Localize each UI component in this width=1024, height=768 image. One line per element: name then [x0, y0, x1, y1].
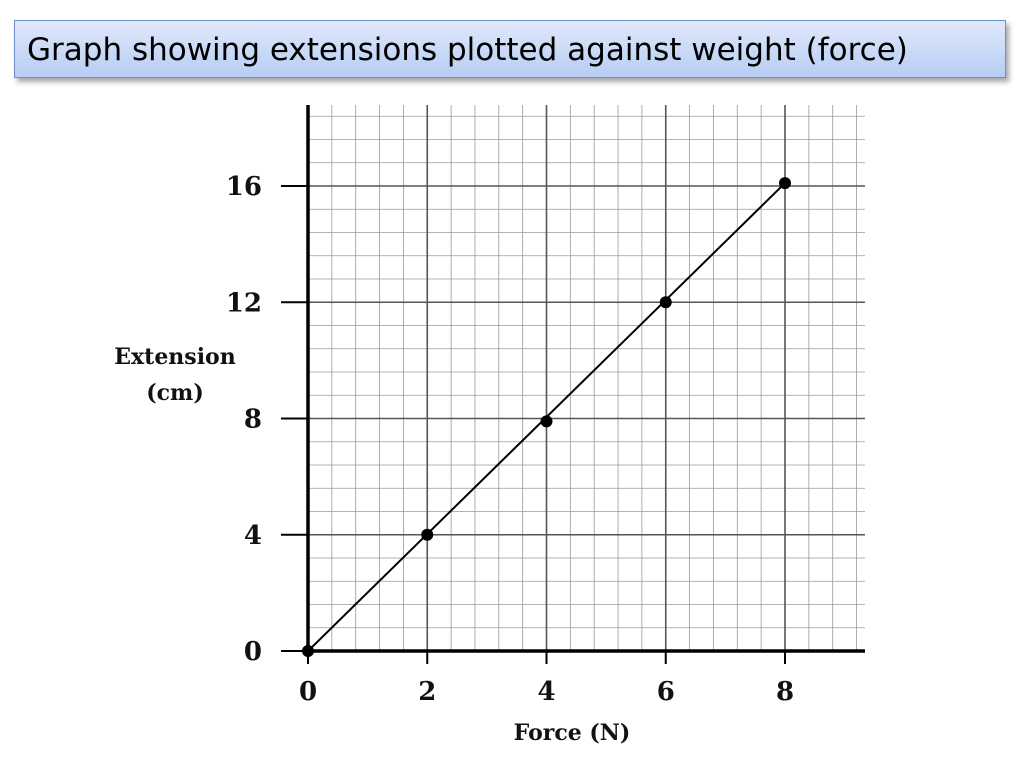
data-point	[659, 296, 672, 309]
data-point	[779, 177, 791, 190]
x-tick-label: 2	[418, 677, 436, 707]
data-point	[302, 645, 314, 657]
y-axis-title-line1: Extension	[114, 344, 235, 370]
y-tick-label: 12	[226, 288, 262, 318]
x-tick-label: 0	[299, 677, 317, 707]
axes	[306, 105, 865, 653]
minor-gridlines	[308, 105, 865, 651]
title-banner: Graph showing extensions plotted against…	[14, 20, 1006, 78]
x-axis-title: Force (N)	[514, 720, 631, 746]
tick-labels: 0 2 4 6 8 0 4 8 12 16	[226, 172, 794, 707]
y-axis-title-line2: (cm)	[146, 380, 204, 406]
x-tick-label: 6	[657, 677, 675, 707]
y-tick-label: 0	[244, 637, 262, 667]
y-tick-label: 8	[244, 405, 262, 435]
data-point	[421, 528, 434, 541]
x-tick-label: 8	[776, 677, 794, 707]
y-tick-label: 16	[226, 172, 262, 202]
slide-title: Graph showing extensions plotted against…	[27, 32, 908, 68]
x-tick-label: 4	[537, 677, 555, 707]
data-point	[540, 415, 553, 428]
y-tick-label: 4	[244, 521, 262, 551]
data-points	[302, 177, 791, 657]
